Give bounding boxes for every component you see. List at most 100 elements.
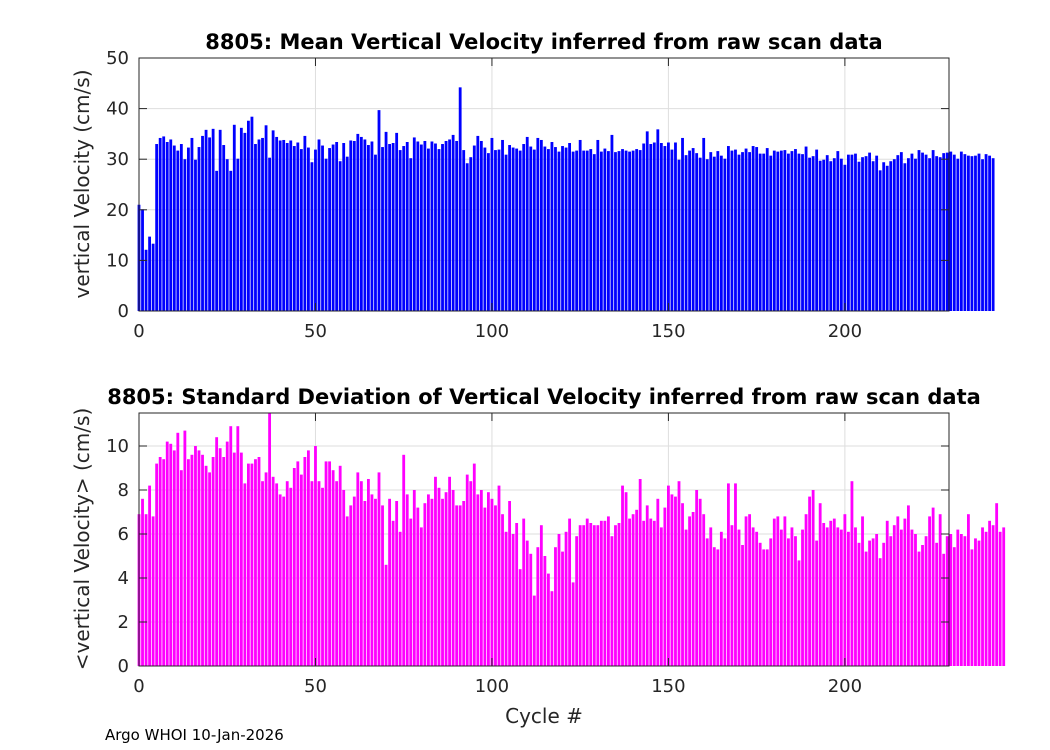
bar	[804, 146, 808, 311]
bar	[762, 549, 766, 666]
bar	[974, 538, 977, 666]
bar	[758, 153, 762, 311]
bar	[624, 150, 628, 311]
bar	[607, 151, 610, 311]
bar	[472, 463, 476, 666]
bar	[194, 446, 197, 666]
bar	[575, 536, 579, 666]
bar	[592, 154, 596, 311]
bar	[903, 518, 907, 666]
bar	[299, 474, 303, 666]
bar	[412, 490, 416, 666]
bar	[638, 150, 642, 311]
bar	[469, 481, 473, 666]
bar	[974, 155, 977, 311]
x-tick-label: 150	[651, 676, 685, 697]
bar	[261, 481, 264, 666]
y-tick-label: 20	[106, 200, 129, 221]
bar	[688, 150, 691, 311]
bar	[709, 527, 713, 666]
bar	[434, 476, 437, 666]
bar	[917, 551, 921, 666]
bar	[967, 155, 970, 311]
bar	[179, 144, 183, 311]
bar	[254, 459, 257, 666]
bar	[405, 142, 409, 311]
bar	[229, 426, 233, 666]
bar	[719, 531, 723, 666]
bar	[194, 159, 197, 311]
bar	[832, 518, 836, 666]
bar	[427, 494, 430, 666]
bar	[663, 146, 667, 311]
bar	[695, 490, 699, 666]
bar	[899, 529, 903, 666]
bar	[441, 498, 444, 666]
bar	[815, 149, 819, 311]
bar	[624, 492, 628, 666]
bar	[324, 158, 328, 311]
bar	[148, 236, 151, 311]
bar	[395, 501, 399, 666]
bar	[307, 147, 310, 311]
bar	[921, 545, 924, 666]
bar	[716, 151, 720, 311]
bar	[448, 139, 451, 311]
bar	[158, 137, 162, 311]
bar	[522, 144, 526, 311]
bar	[571, 151, 575, 311]
bar	[868, 540, 871, 666]
bar	[744, 516, 748, 666]
bar	[952, 154, 956, 311]
bar	[335, 481, 339, 666]
bar	[910, 153, 914, 311]
bar	[776, 151, 780, 311]
bar	[878, 170, 882, 311]
bar	[479, 490, 483, 666]
bar	[176, 150, 180, 311]
bar	[945, 536, 949, 666]
bar	[419, 527, 423, 666]
bar	[928, 158, 931, 311]
bar	[465, 474, 469, 666]
bar	[292, 146, 296, 311]
bar	[296, 142, 300, 311]
bar	[907, 158, 910, 311]
bar	[914, 534, 917, 666]
bar	[444, 492, 448, 666]
bar	[532, 595, 536, 666]
bar	[684, 529, 688, 666]
bar	[614, 525, 617, 666]
bar	[991, 525, 995, 666]
bar	[818, 160, 822, 311]
bar	[691, 512, 695, 666]
bar	[441, 144, 444, 311]
bar	[783, 150, 787, 311]
bar	[642, 520, 646, 666]
bar	[391, 520, 395, 666]
bar	[956, 529, 960, 666]
bar	[695, 153, 699, 311]
bar	[190, 137, 194, 311]
bar	[790, 151, 794, 311]
bar	[843, 164, 847, 311]
bar	[589, 523, 593, 666]
bar	[222, 457, 226, 666]
x-tick-label: 200	[828, 321, 862, 342]
bar	[282, 496, 286, 666]
bar	[367, 479, 370, 666]
bar	[825, 527, 829, 666]
bar	[547, 573, 550, 666]
bar	[938, 157, 942, 311]
bar	[303, 457, 307, 666]
bar	[257, 457, 261, 666]
bar	[299, 149, 303, 311]
bar	[554, 147, 557, 311]
bar	[458, 87, 462, 311]
bar	[635, 509, 639, 666]
bar	[892, 525, 896, 666]
bar	[952, 547, 956, 666]
bar	[402, 146, 406, 311]
bar	[963, 536, 967, 666]
bar	[652, 520, 656, 666]
